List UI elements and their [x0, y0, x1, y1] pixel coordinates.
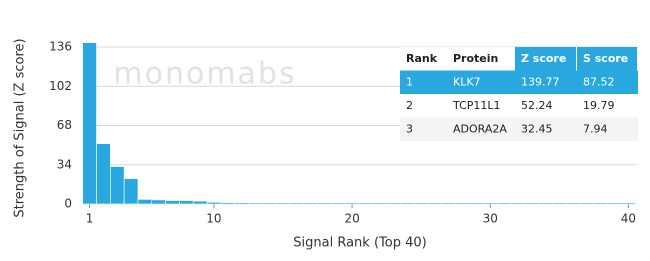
x-tick-label: 1 — [86, 212, 94, 226]
bar — [400, 202, 415, 205]
table-cell: 139.77 — [521, 75, 560, 88]
bar — [317, 202, 332, 205]
table-cell: 7.94 — [583, 122, 608, 135]
bar — [344, 202, 360, 205]
header-cell — [577, 47, 637, 71]
bar — [593, 202, 608, 205]
bar — [220, 202, 235, 205]
bar — [275, 202, 291, 205]
y-tick-label: 34 — [57, 157, 72, 171]
bar — [261, 202, 277, 205]
table-cell: 52.24 — [521, 99, 553, 112]
bar — [483, 202, 498, 205]
x-tick-label: 40 — [621, 212, 636, 226]
bar — [248, 202, 263, 205]
column-header: Protein — [453, 52, 498, 65]
table-cell: 1 — [406, 75, 413, 88]
bar — [303, 202, 318, 205]
bar — [206, 201, 222, 205]
bar — [538, 202, 553, 205]
table-cell: 87.52 — [583, 75, 615, 88]
table-row — [400, 70, 638, 94]
bar — [455, 202, 470, 205]
x-axis-label: Signal Rank (Top 40) — [293, 236, 426, 251]
bar — [289, 202, 305, 205]
bar — [123, 178, 139, 205]
bar — [565, 202, 581, 205]
y-tick-label: 68 — [57, 118, 72, 132]
y-tick-label: 136 — [49, 40, 72, 54]
header-cell — [515, 47, 576, 71]
bar — [413, 202, 429, 205]
table-row — [400, 94, 638, 118]
y-axis-label: Strength of Signal (Z score) — [13, 38, 28, 217]
bar — [358, 202, 374, 205]
y-tick-label: 0 — [64, 197, 72, 211]
y-tick-label: 102 — [49, 79, 72, 93]
bar — [151, 199, 166, 205]
bar — [179, 200, 194, 205]
bar — [82, 42, 97, 205]
bar — [621, 202, 636, 205]
table-cell: KLK7 — [453, 75, 481, 88]
table-cell: TCP11L1 — [452, 99, 501, 112]
bar — [331, 202, 346, 205]
table-cell: 2 — [406, 99, 413, 112]
table-cell: 32.45 — [521, 122, 553, 135]
table-cell: 3 — [406, 122, 413, 135]
bar — [441, 202, 457, 205]
bar — [96, 143, 111, 205]
table-cell: ADORA2A — [453, 122, 507, 135]
bar — [469, 202, 484, 205]
bar — [234, 202, 249, 205]
x-tick-label: 20 — [344, 212, 359, 226]
table-row — [400, 117, 638, 141]
column-header: S score — [583, 52, 628, 65]
bar — [579, 202, 595, 205]
bar — [607, 202, 622, 205]
column-header: Rank — [406, 52, 438, 65]
bar — [496, 202, 512, 205]
watermark: monomabs — [113, 57, 296, 92]
bar — [192, 200, 208, 205]
bar — [524, 202, 539, 205]
bar — [427, 202, 443, 205]
bar — [386, 202, 401, 205]
x-tick-label: 30 — [483, 212, 498, 226]
table-cell: 19.79 — [583, 99, 615, 112]
bar — [110, 166, 125, 205]
column-header: Z score — [521, 52, 566, 65]
bar — [552, 202, 567, 205]
bar — [137, 199, 153, 205]
bar — [372, 202, 387, 205]
x-tick-label: 10 — [206, 212, 221, 226]
bar — [165, 200, 180, 205]
bar — [510, 202, 526, 205]
